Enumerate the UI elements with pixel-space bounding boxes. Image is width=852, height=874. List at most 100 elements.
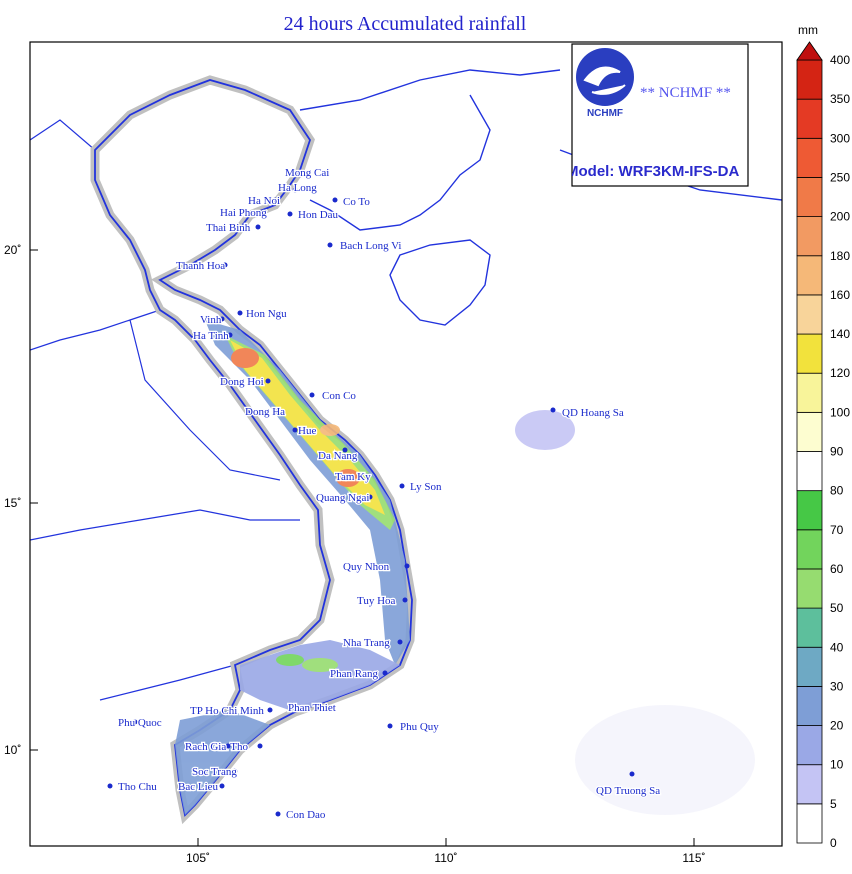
station-dot bbox=[404, 563, 410, 569]
map-frame bbox=[29, 41, 783, 847]
station-label: Tam Ky bbox=[335, 471, 371, 483]
station-dot bbox=[237, 310, 243, 316]
station-dot bbox=[219, 783, 225, 789]
station-dot bbox=[259, 209, 265, 215]
colorbar-label: 350 bbox=[830, 92, 850, 106]
station-dot bbox=[550, 407, 556, 413]
station-label: QD Hoang Sa bbox=[562, 407, 624, 419]
station-label: Vinh bbox=[200, 314, 222, 326]
unit-label: mm bbox=[798, 23, 818, 37]
colorbar-swatch bbox=[796, 372, 823, 413]
colorbar-label: 20 bbox=[830, 719, 844, 733]
colorbar-label: 160 bbox=[830, 288, 850, 302]
station-dot bbox=[387, 723, 393, 729]
border-lines bbox=[30, 119, 300, 701]
station-label: Phu Quoc bbox=[118, 717, 162, 729]
station-label: Bac Lieu bbox=[178, 781, 219, 793]
station-label: Rach Gia bbox=[185, 741, 226, 753]
station-dot bbox=[267, 707, 273, 713]
station-dot bbox=[332, 197, 338, 203]
colorbar-label: 400 bbox=[830, 53, 850, 67]
station-dot bbox=[292, 427, 298, 433]
colorbar-swatch bbox=[796, 294, 823, 335]
logo-caption: NCHMF bbox=[587, 108, 623, 119]
station-dot bbox=[397, 639, 403, 645]
station-dot bbox=[629, 771, 635, 777]
logo-swirl bbox=[583, 66, 626, 95]
hainan bbox=[389, 239, 491, 326]
colorbar-label: 140 bbox=[830, 327, 850, 341]
colorbar-label: 120 bbox=[830, 366, 850, 380]
station-label: Tuy Hoa bbox=[357, 595, 396, 607]
y-tick-label: 20˚ bbox=[4, 243, 21, 257]
station-label: Con Dao bbox=[286, 809, 326, 821]
station-label: Hue bbox=[298, 425, 316, 437]
colorbar-swatch bbox=[796, 803, 823, 844]
colorbar-label: 30 bbox=[830, 679, 844, 693]
colorbar-swatch bbox=[796, 529, 823, 570]
station-dot bbox=[315, 704, 321, 710]
station-label: QD Truong Sa bbox=[596, 785, 660, 797]
colorbar-swatch bbox=[796, 764, 823, 805]
station-label: Ha Tinh bbox=[193, 330, 229, 342]
colorbar-swatch bbox=[796, 333, 823, 374]
station-label: Phan Rang bbox=[330, 668, 378, 680]
station-dot bbox=[107, 783, 113, 789]
station-dot bbox=[287, 211, 293, 217]
station-label: Thanh Hoa bbox=[176, 260, 225, 272]
station-label: Ly Son bbox=[410, 481, 442, 493]
colorbar-label: 5 bbox=[830, 797, 837, 811]
colorbar-swatch bbox=[796, 59, 823, 100]
station-dot bbox=[255, 224, 261, 230]
y-tick-label: 15˚ bbox=[4, 496, 21, 510]
colorbar-swatch bbox=[796, 451, 823, 492]
station-label: Mong Cai bbox=[285, 167, 329, 179]
station-dot bbox=[132, 719, 138, 725]
colorbar-swatch bbox=[796, 255, 823, 296]
colorbar-swatch bbox=[796, 646, 823, 687]
station-label: Tho Chu bbox=[118, 781, 157, 793]
colorbar-label: 70 bbox=[830, 523, 844, 537]
colorbar-label: 60 bbox=[830, 562, 844, 576]
station-dot bbox=[225, 743, 231, 749]
colorbar-label: 80 bbox=[830, 484, 844, 498]
station-dot bbox=[402, 597, 408, 603]
station-dot bbox=[232, 768, 238, 774]
station-label: Dong Ha bbox=[245, 406, 285, 418]
station-label: TP Ho Chi Minh bbox=[190, 705, 264, 717]
colorbar-swatch bbox=[796, 411, 823, 452]
station-label: Hon Ngu bbox=[246, 308, 287, 320]
x-tick-label: 110˚ bbox=[434, 851, 457, 865]
colorbar-swatch bbox=[796, 98, 823, 139]
station-label: Thai Binh bbox=[206, 222, 251, 234]
station-dot bbox=[365, 473, 371, 479]
station-dot bbox=[275, 811, 281, 817]
station-dot bbox=[257, 743, 263, 749]
station-label: Da Nang bbox=[318, 450, 358, 462]
colorbar-label: 100 bbox=[830, 405, 850, 419]
colorbar-label: 200 bbox=[830, 210, 850, 224]
colorbar-swatch bbox=[796, 177, 823, 217]
station-label: Quy Nhon bbox=[343, 561, 390, 573]
station-label: Phu Quy bbox=[400, 721, 439, 733]
station-dot bbox=[227, 332, 233, 338]
station-dot bbox=[292, 187, 298, 193]
y-tick-label: 10˚ bbox=[4, 743, 21, 757]
model-label: Model: WRF3KM-IFS-DA bbox=[566, 163, 739, 180]
station-label: Hon Dau bbox=[298, 209, 339, 221]
colorbar-label: 90 bbox=[830, 445, 844, 459]
x-tick-label: 115˚ bbox=[682, 851, 705, 865]
station-dot bbox=[222, 262, 228, 268]
colorbar-swatch bbox=[796, 137, 823, 178]
station-label: Ha Noi bbox=[248, 195, 280, 207]
station-dot bbox=[219, 316, 225, 322]
station-dot bbox=[382, 670, 388, 676]
colorbar-swatch bbox=[796, 607, 823, 648]
station-dot bbox=[272, 197, 278, 203]
colorbar-swatch bbox=[796, 686, 823, 726]
station-dot bbox=[309, 392, 315, 398]
station-dot bbox=[399, 483, 405, 489]
colorbar-label: 0 bbox=[830, 836, 837, 850]
colorbar: 0 5 10 20 30 40 50 60 70 80 90 100 120 140 160 180 200 25… bbox=[796, 41, 850, 850]
